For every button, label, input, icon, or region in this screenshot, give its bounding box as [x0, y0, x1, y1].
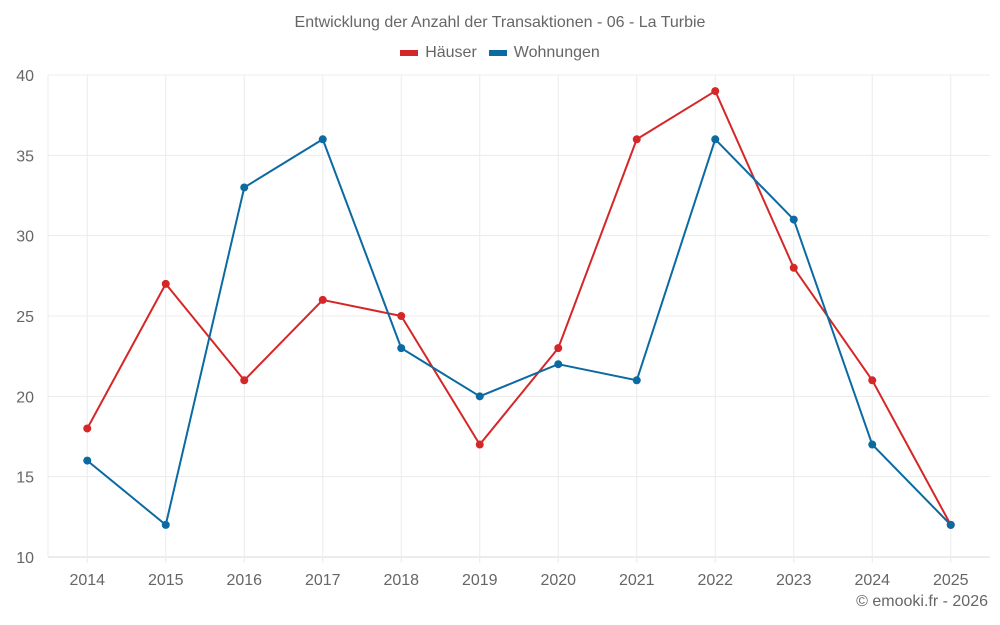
data-point[interactable] [318, 295, 327, 304]
x-tick-label: 2022 [697, 572, 733, 589]
legend-swatch-icon [488, 50, 507, 56]
x-tick-label: 2017 [305, 572, 341, 589]
legend-label: Häuser [425, 44, 477, 61]
y-tick-label: 15 [16, 470, 34, 487]
data-point[interactable] [475, 392, 484, 401]
data-point[interactable] [789, 263, 798, 272]
data-point[interactable] [83, 424, 92, 433]
data-point[interactable] [161, 279, 170, 288]
x-tick-label: 2014 [69, 572, 105, 589]
series-line [86, 90, 952, 526]
y-tick-label: 40 [16, 68, 34, 85]
data-point[interactable] [240, 183, 249, 192]
series-line [86, 138, 952, 526]
data-point[interactable] [711, 87, 720, 96]
x-tick-label: 2020 [540, 572, 576, 589]
data-point[interactable] [318, 135, 327, 144]
legend: Häuser Wohnungen [0, 44, 1000, 62]
data-point[interactable] [240, 376, 249, 385]
data-point[interactable] [397, 312, 406, 320]
data-point[interactable] [868, 440, 877, 449]
x-tick-label: 2025 [933, 572, 969, 589]
data-point[interactable] [554, 344, 563, 353]
data-point[interactable] [946, 520, 955, 529]
data-point[interactable] [161, 520, 170, 529]
y-tick-label: 25 [16, 309, 34, 326]
x-tick-label: 2021 [619, 572, 655, 589]
data-point[interactable] [397, 344, 406, 353]
x-tick-label: 2015 [148, 572, 184, 589]
data-point[interactable] [711, 135, 720, 144]
legend-item-wohnungen[interactable]: Wohnungen [488, 44, 600, 62]
y-tick-label: 20 [16, 389, 34, 406]
x-tick-label: 2024 [854, 572, 890, 589]
series-wohnungen [83, 135, 955, 529]
data-point[interactable] [83, 456, 92, 465]
series-haeuser [83, 87, 955, 529]
y-tick-label: 35 [16, 148, 34, 165]
y-tick-label: 10 [16, 550, 34, 567]
chart-title: Entwicklung der Anzahl der Transaktionen… [294, 14, 706, 31]
x-tick-label: 2023 [776, 572, 812, 589]
x-tick-label: 2019 [462, 572, 498, 589]
legend-swatch-icon [400, 50, 419, 56]
data-point[interactable] [789, 215, 798, 224]
legend-label: Wohnungen [513, 44, 600, 61]
data-point[interactable] [632, 376, 641, 385]
x-tick-label: 2016 [226, 572, 262, 589]
x-tick-label: 2018 [383, 572, 419, 589]
credit-text: © emooki.fr - 2026 [856, 593, 988, 610]
legend-item-haeuser[interactable]: Häuser [400, 44, 477, 62]
data-point[interactable] [632, 135, 641, 144]
data-point[interactable] [475, 440, 484, 449]
gridlines [47, 74, 990, 563]
data-point[interactable] [868, 376, 877, 385]
y-tick-label: 30 [16, 229, 34, 246]
data-point[interactable] [554, 360, 563, 369]
